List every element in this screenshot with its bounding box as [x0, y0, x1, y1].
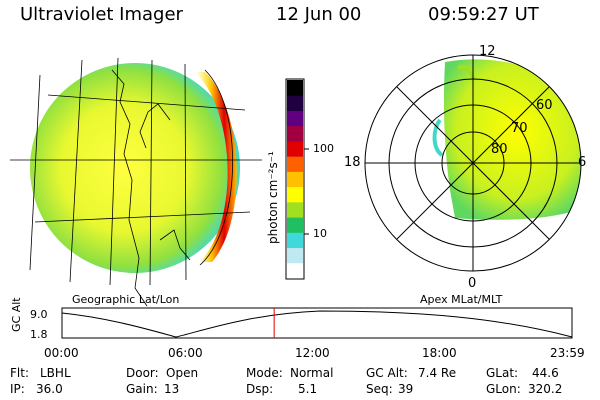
mlt-label-6: 6 [578, 155, 587, 170]
gc-alt-key: GC Alt: [366, 366, 408, 380]
timeline-x-tick-0600: 06:00 [168, 346, 203, 360]
timeline-x-tick-0000: 00:00 [44, 346, 79, 360]
gain-key: Gain: [126, 382, 158, 396]
dsp-value: 5.1 [298, 382, 318, 396]
ip-value: 36.0 [36, 382, 63, 396]
date-label: 12 Jun 00 [276, 4, 362, 25]
colorbar-stripe [287, 262, 303, 279]
seq-key: Seq: [366, 382, 393, 396]
altitude-timeline [61, 307, 573, 339]
geo-panel-label: Geographic Lat/Lon [72, 293, 180, 306]
timeline-x-tick-1800: 18:00 [422, 346, 457, 360]
mlt-label-18: 18 [344, 155, 361, 170]
door-value: Open [166, 366, 199, 380]
colorbar-stripe [287, 217, 303, 233]
glat-value: 44.6 [532, 366, 559, 380]
colorbar-stripe [287, 156, 303, 172]
glat-key: GLat: [486, 366, 519, 380]
filter-value: LBHL [40, 366, 71, 380]
color-scale-bar [285, 78, 309, 280]
time-label: 09:59:27 UT [428, 4, 539, 25]
gc-alt-value: 7.4 Re [418, 366, 457, 380]
colorbar-tick-10: 10 [313, 227, 327, 240]
timeline-x-tick-1200: 12:00 [295, 346, 330, 360]
filter-key: Flt: [10, 366, 29, 380]
colorbar-stripe [287, 171, 303, 188]
ip-key: IP: [10, 382, 25, 396]
gain-value: 13 [164, 382, 180, 396]
colorbar-tick-100: 100 [313, 142, 334, 155]
mlt-label-0: 0 [468, 276, 477, 291]
colorbar-stripe [287, 201, 303, 218]
timeline-y-tick-max: 9.0 [30, 308, 48, 321]
colorbar-stripe [287, 186, 303, 203]
mlat-label-60: 60 [536, 98, 553, 113]
door-key: Door: [126, 366, 159, 380]
colorbar-stripe [287, 80, 303, 96]
colorbar-stripe [287, 247, 303, 264]
glon-value: 320.2 [528, 382, 563, 396]
colorbar-stripe [287, 95, 303, 111]
apex-polar-plot [364, 54, 582, 272]
apex-panel-label: Apex MLat/MLT [420, 293, 503, 306]
mode-value: Normal [290, 366, 334, 380]
timeline-y-tick-min: 1.8 [30, 328, 48, 341]
mode-key: Mode: [246, 366, 283, 380]
geographic-globe [10, 57, 262, 307]
colorbar-stripe [287, 232, 303, 249]
colorbar-stripe [287, 110, 303, 127]
timeline-x-tick-2359: 23:59 [550, 346, 585, 360]
glon-key: GLon: [486, 382, 521, 396]
mlt-label-12: 12 [479, 44, 496, 59]
colorbar-stripe [287, 125, 303, 142]
mlat-label-80: 80 [491, 142, 508, 157]
timeline-axis-label: GC Alt [10, 297, 23, 332]
colorbar-unit-label: photon cm⁻²s⁻¹ [266, 151, 280, 244]
colorbar-stripe [287, 140, 303, 157]
mlat-label-70: 70 [511, 121, 528, 136]
instrument-title: Ultraviolet Imager [20, 4, 183, 25]
seq-value: 39 [398, 382, 414, 396]
dsp-key: Dsp: [246, 382, 274, 396]
